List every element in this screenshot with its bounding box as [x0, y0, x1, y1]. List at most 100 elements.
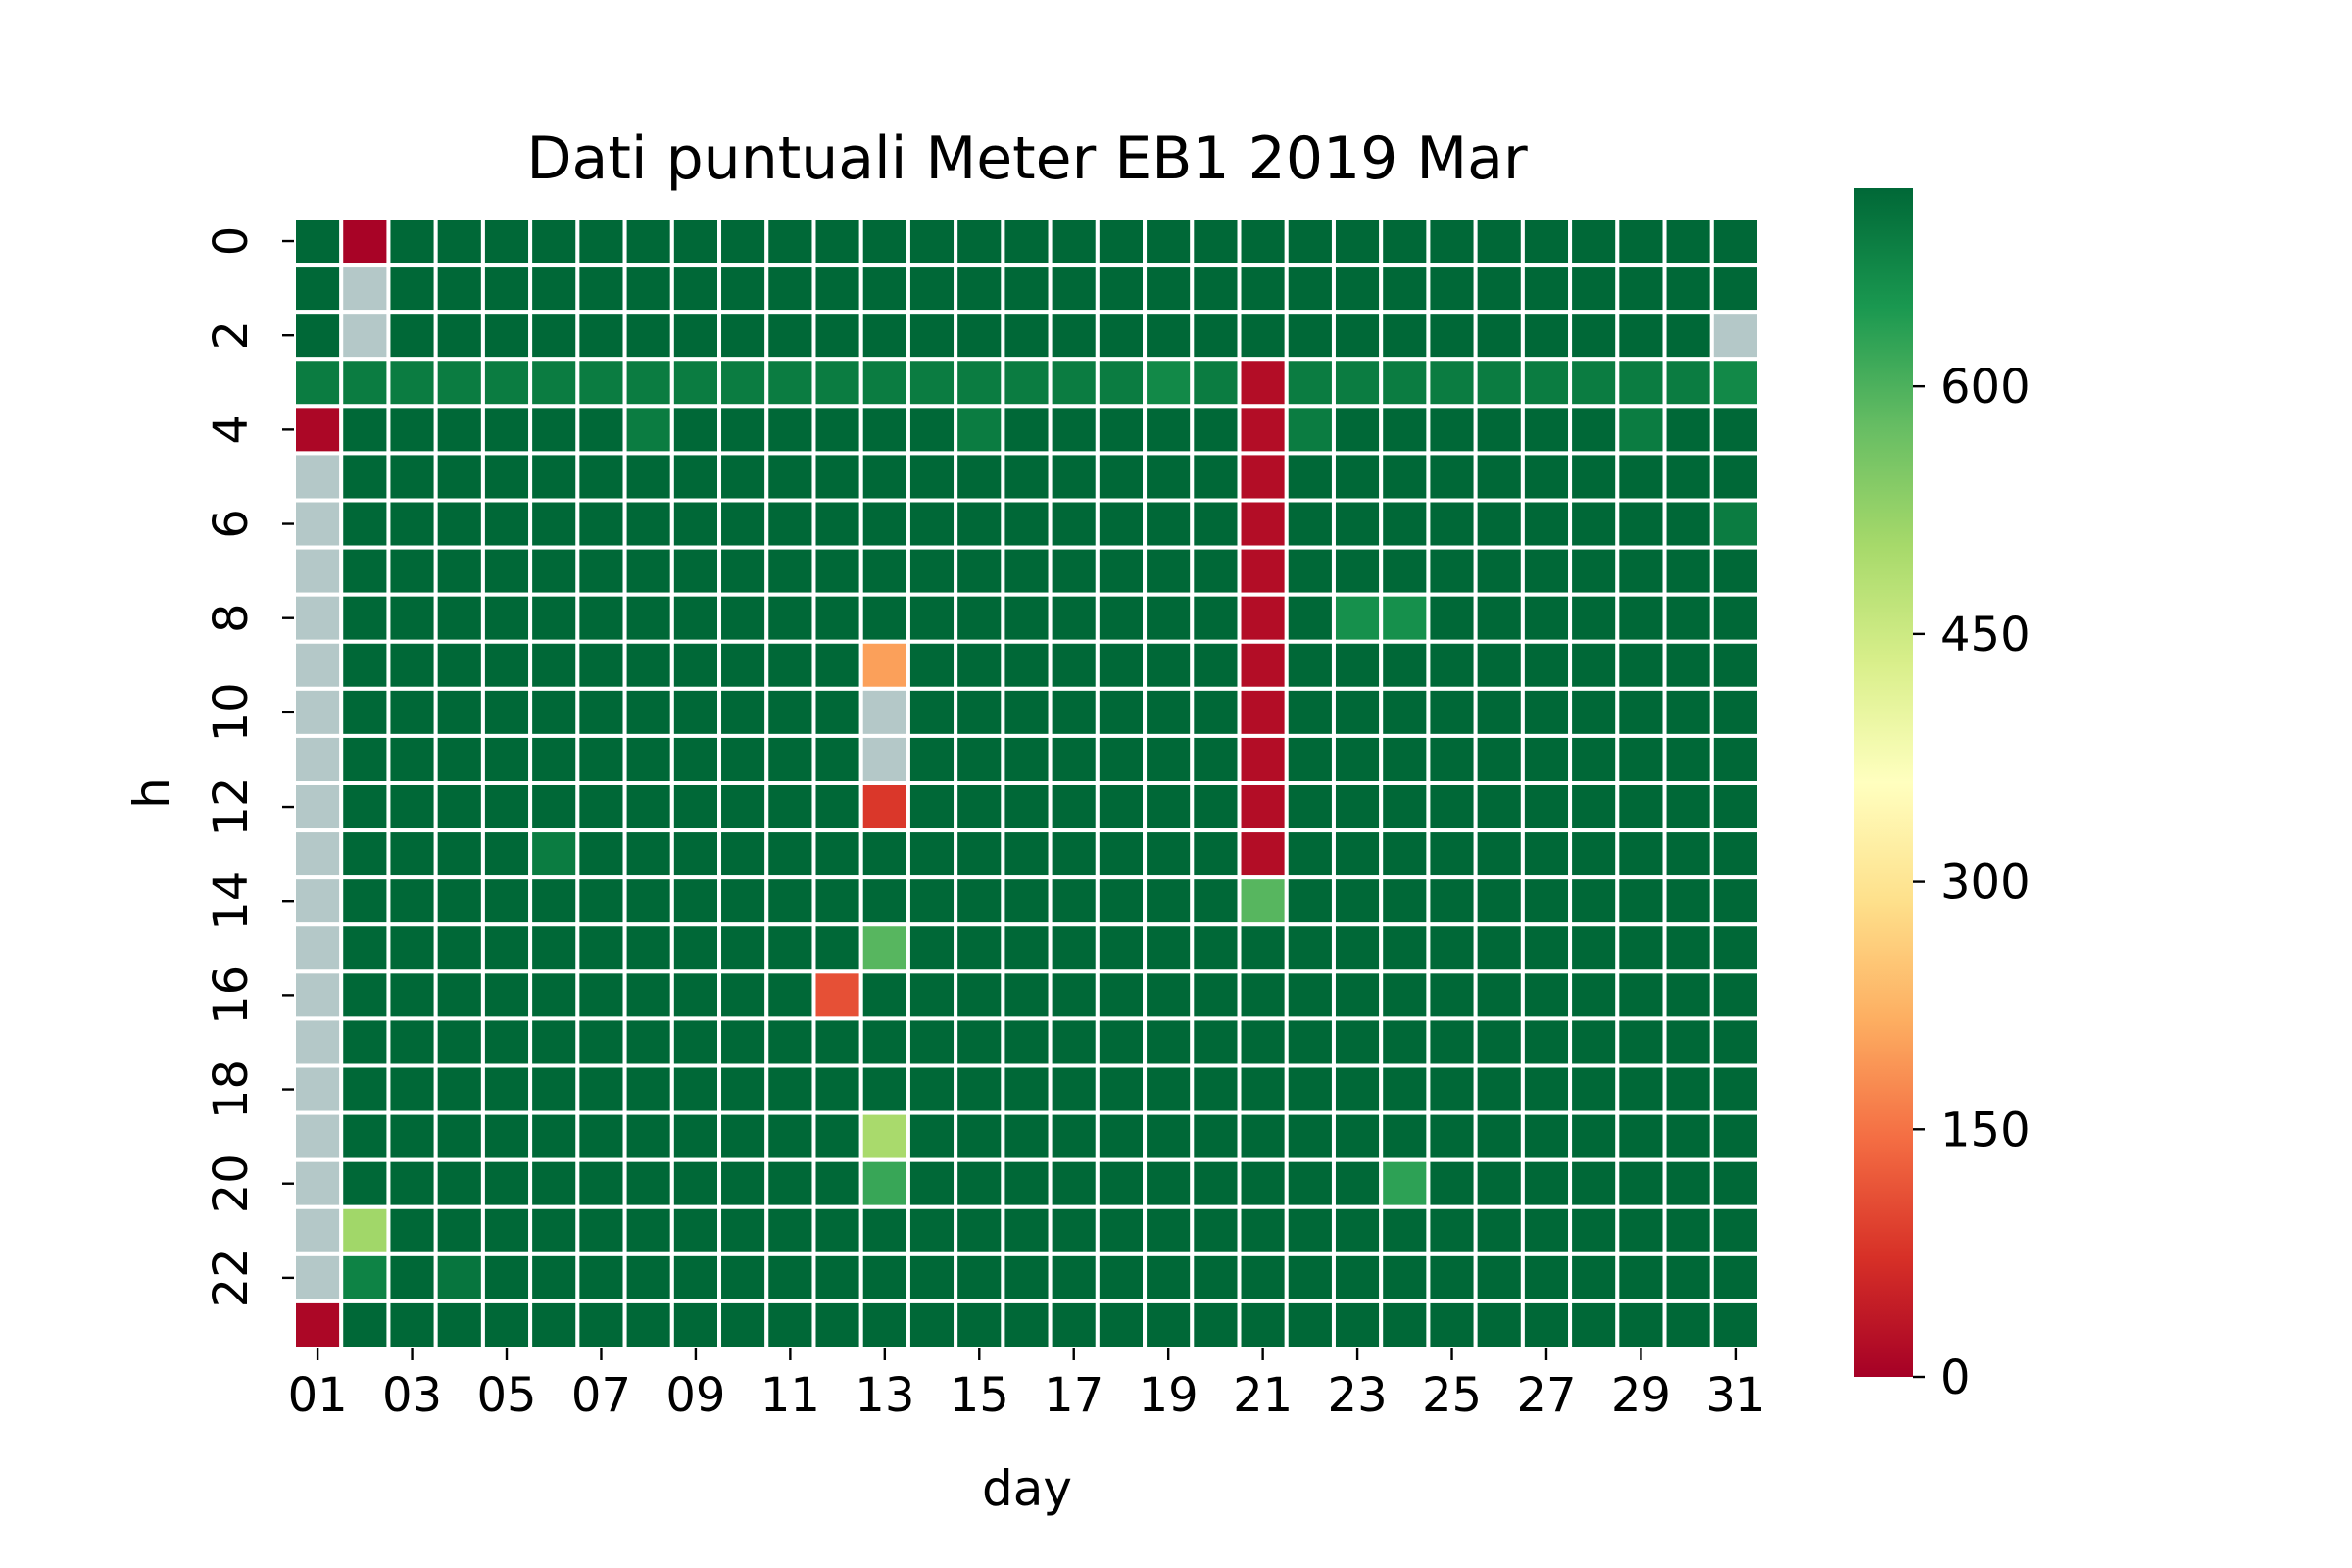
heatmap-cell — [858, 969, 910, 1021]
x-tick-label: 09 — [665, 1368, 725, 1423]
heatmap-cell — [1473, 1063, 1525, 1115]
heatmap-cell — [339, 733, 391, 786]
heatmap-cell — [811, 1110, 863, 1162]
heatmap-cell — [1190, 639, 1242, 691]
heatmap-cell — [1190, 969, 1242, 1021]
heatmap-cell — [622, 1204, 674, 1256]
heatmap-cell — [292, 1110, 344, 1162]
heatmap-cell — [1426, 875, 1478, 927]
heatmap-cell — [386, 1016, 438, 1068]
heatmap-cell — [292, 1251, 344, 1303]
x-tick-label: 17 — [1044, 1368, 1103, 1423]
heatmap-cell — [811, 1298, 863, 1350]
heatmap-cell — [858, 1298, 910, 1350]
heatmap-cell — [764, 969, 816, 1021]
heatmap-cell — [339, 1251, 391, 1303]
heatmap-cell — [622, 733, 674, 786]
heatmap-cell — [1615, 686, 1667, 738]
heatmap-cell — [1662, 357, 1714, 409]
x-tick-label: 11 — [760, 1368, 820, 1423]
heatmap-cell — [906, 545, 958, 597]
heatmap-cell — [1426, 1251, 1478, 1303]
heatmap-cell — [1001, 828, 1053, 880]
heatmap-cell — [1615, 828, 1667, 880]
heatmap-cell — [1190, 1298, 1242, 1350]
heatmap-cell — [811, 686, 863, 738]
heatmap-cell — [1284, 310, 1336, 362]
heatmap-cell — [1331, 733, 1384, 786]
heatmap-cell — [622, 828, 674, 880]
heatmap-cell — [1473, 1251, 1525, 1303]
heatmap-cell — [906, 263, 958, 315]
heatmap-cell — [1568, 263, 1620, 315]
heatmap-cell — [1426, 357, 1478, 409]
heatmap-cell — [858, 1016, 910, 1068]
heatmap-cell — [811, 639, 863, 691]
heatmap-cell — [1095, 875, 1148, 927]
heatmap-cell — [1331, 1110, 1384, 1162]
heatmap-cell — [386, 781, 438, 833]
heatmap-cell — [1520, 733, 1573, 786]
heatmap-cell — [433, 1157, 485, 1209]
heatmap-cell — [1095, 1110, 1148, 1162]
heatmap-cell — [575, 1204, 627, 1256]
heatmap-cell — [811, 1063, 863, 1115]
heatmap-cell — [1568, 310, 1620, 362]
heatmap-cell — [1568, 1110, 1620, 1162]
heatmap-cell — [717, 1157, 769, 1209]
heatmap-cell — [1001, 781, 1053, 833]
heatmap-cell — [1048, 592, 1100, 644]
heatmap-cell — [1568, 875, 1620, 927]
heatmap-cell — [1190, 592, 1242, 644]
heatmap-cell — [1095, 451, 1148, 503]
heatmap-cell — [1615, 451, 1667, 503]
heatmap-cell — [1568, 545, 1620, 597]
heatmap-cell — [292, 922, 344, 974]
heatmap-cell — [717, 498, 769, 550]
heatmap-cell — [1379, 310, 1431, 362]
heatmap-cell — [433, 357, 485, 409]
heatmap-cell — [906, 498, 958, 550]
heatmap-cell — [764, 1204, 816, 1256]
heatmap-cell — [622, 781, 674, 833]
heatmap-cell — [1331, 969, 1384, 1021]
heatmap-cell — [1520, 1110, 1573, 1162]
heatmap-cell — [1520, 686, 1573, 738]
heatmap-cell — [292, 1063, 344, 1115]
heatmap-cell — [1237, 733, 1289, 786]
heatmap-cell — [1284, 733, 1336, 786]
heatmap-cell — [1095, 969, 1148, 1021]
heatmap-cell — [1284, 875, 1336, 927]
heatmap-cell — [339, 263, 391, 315]
heatmap-cell — [575, 1063, 627, 1115]
heatmap-cell — [1662, 1298, 1714, 1350]
heatmap-cell — [433, 1063, 485, 1115]
heatmap-cell — [1331, 263, 1384, 315]
heatmap-cell — [1331, 922, 1384, 974]
heatmap-cell — [1615, 639, 1667, 691]
heatmap-cell — [858, 686, 910, 738]
heatmap-cell — [1426, 1063, 1478, 1115]
heatmap-cell — [1426, 545, 1478, 597]
heatmap-cell — [1473, 922, 1525, 974]
heatmap-cell — [717, 592, 769, 644]
heatmap-cell — [528, 1204, 580, 1256]
heatmap-cell — [954, 875, 1005, 927]
heatmap-cell — [1520, 922, 1573, 974]
heatmap-cell — [1095, 310, 1148, 362]
heatmap-cell — [433, 310, 485, 362]
heatmap-cell — [1190, 498, 1242, 550]
heatmap-cell — [622, 1063, 674, 1115]
heatmap-cell — [669, 733, 722, 786]
heatmap-cell — [1095, 545, 1148, 597]
heatmap-cell — [1520, 498, 1573, 550]
heatmap-cell — [1520, 1063, 1573, 1115]
heatmap-cell — [1662, 498, 1714, 550]
heatmap-cell — [1426, 1157, 1478, 1209]
heatmap-cell — [858, 922, 910, 974]
heatmap-cell — [480, 498, 533, 550]
heatmap-cell — [764, 216, 816, 268]
heatmap-cell — [1331, 1251, 1384, 1303]
heatmap-cell — [1662, 263, 1714, 315]
heatmap-cell — [1048, 1016, 1100, 1068]
